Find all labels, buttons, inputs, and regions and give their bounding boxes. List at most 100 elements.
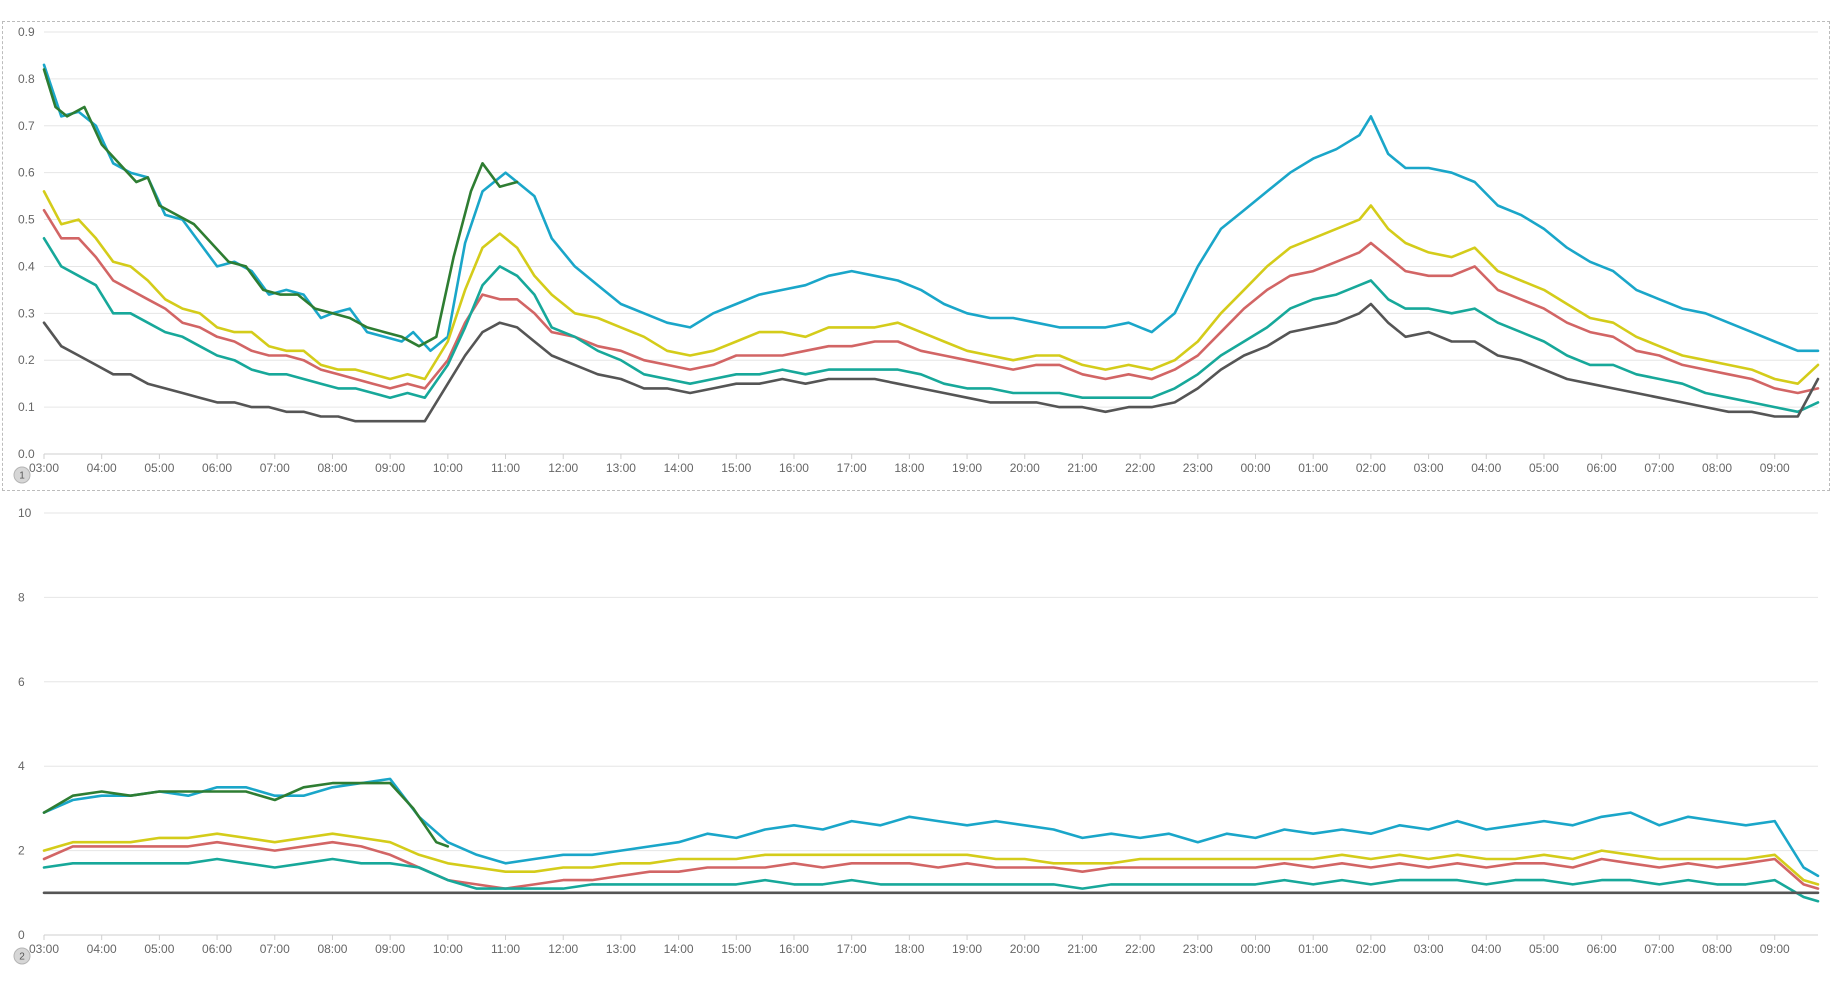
y-tick-label: 0.3 bbox=[18, 306, 35, 320]
x-tick-label: 07:00 bbox=[1644, 942, 1674, 956]
x-tick-label: 22:00 bbox=[1125, 942, 1155, 956]
x-tick-label: 23:00 bbox=[1183, 942, 1213, 956]
x-tick-label: 20:00 bbox=[1010, 461, 1040, 475]
x-tick-label: 00:00 bbox=[1240, 942, 1270, 956]
x-tick-label: 11:00 bbox=[491, 461, 520, 475]
x-tick-label: 08:00 bbox=[1702, 461, 1732, 475]
x-tick-label: 23:00 bbox=[1183, 461, 1213, 475]
x-tick-label: 16:00 bbox=[779, 942, 809, 956]
panel-badge: 2 bbox=[13, 947, 31, 965]
x-tick-label: 21:00 bbox=[1067, 461, 1097, 475]
x-tick-label: 06:00 bbox=[202, 461, 232, 475]
series-line-3 bbox=[42, 208, 1820, 395]
panel-badge: 1 bbox=[13, 466, 31, 484]
x-tick-label: 04:00 bbox=[1471, 461, 1501, 475]
x-tick-label: 07:00 bbox=[1644, 461, 1674, 475]
y-tick-label: 0.8 bbox=[18, 72, 35, 86]
x-tick-label: 10:00 bbox=[433, 942, 463, 956]
x-tick-label: 05:00 bbox=[144, 461, 174, 475]
y-tick-label: 0.6 bbox=[18, 166, 35, 180]
y-tick-label: 8 bbox=[18, 590, 25, 604]
x-tick-label: 19:00 bbox=[952, 461, 982, 475]
x-tick-label: 22:00 bbox=[1125, 461, 1155, 475]
panel-badge-label: 1 bbox=[19, 471, 25, 482]
x-tick-label: 08:00 bbox=[317, 942, 347, 956]
panel-badge-label: 2 bbox=[19, 952, 25, 963]
x-tick-label: 12:00 bbox=[548, 461, 578, 475]
y-tick-label: 0.4 bbox=[18, 259, 35, 273]
chart-panel-2: 0 2 4 6 8 10 03:00 04:00 05:00 06:00 07:00 08:00 09:… bbox=[13, 506, 1820, 965]
x-tick-label: 06:00 bbox=[202, 942, 232, 956]
y-tick-label: 0 bbox=[18, 928, 25, 942]
x-tick-label: 04:00 bbox=[87, 461, 117, 475]
x-tick-label: 14:00 bbox=[664, 461, 694, 475]
series-line-4 bbox=[42, 237, 1820, 414]
series-line-4 bbox=[42, 857, 1820, 903]
x-tick-label: 06:00 bbox=[1587, 942, 1617, 956]
x-tick-label: 01:00 bbox=[1298, 461, 1328, 475]
x-tick-label: 05:00 bbox=[144, 942, 174, 956]
series-line-2 bbox=[42, 190, 1820, 386]
series-line-6 bbox=[42, 781, 450, 848]
x-tick-label: 08:00 bbox=[1702, 942, 1732, 956]
x-tick-label: 14:00 bbox=[664, 942, 694, 956]
x-tick-label: 04:00 bbox=[87, 942, 117, 956]
y-tick-label: 0.0 bbox=[18, 447, 35, 461]
x-tick-label: 00:00 bbox=[1240, 461, 1270, 475]
x-tick-label: 02:00 bbox=[1356, 942, 1386, 956]
series-line-6 bbox=[42, 68, 519, 348]
x-tick-label: 15:00 bbox=[721, 942, 751, 956]
x-tick-label: 07:00 bbox=[260, 942, 290, 956]
y-tick-label: 6 bbox=[18, 675, 25, 689]
series-line-3 bbox=[42, 840, 1820, 890]
y-tick-label: 0.5 bbox=[18, 213, 35, 227]
x-tick-label: 17:00 bbox=[837, 461, 867, 475]
x-tick-label: 05:00 bbox=[1529, 942, 1559, 956]
x-tick-label: 03:00 bbox=[1414, 461, 1444, 475]
y-tick-label: 10 bbox=[18, 506, 32, 520]
x-tick-label: 07:00 bbox=[260, 461, 290, 475]
y-tick-label: 0.2 bbox=[18, 353, 35, 367]
x-tick-label: 12:00 bbox=[548, 942, 578, 956]
y-tick-label: 0.7 bbox=[18, 119, 35, 133]
x-tick-label: 09:00 bbox=[1760, 942, 1790, 956]
x-tick-label: 13:00 bbox=[606, 461, 636, 475]
series-line-1 bbox=[42, 777, 1820, 878]
x-tick-label: 01:00 bbox=[1298, 942, 1328, 956]
y-tick-label: 2 bbox=[18, 844, 25, 858]
x-tick-label: 02:00 bbox=[1356, 461, 1386, 475]
x-tick-label: 10:00 bbox=[433, 461, 463, 475]
x-tick-label: 06:00 bbox=[1587, 461, 1617, 475]
x-tick-label: 04:00 bbox=[1471, 942, 1501, 956]
x-tick-label: 18:00 bbox=[894, 942, 924, 956]
x-tick-label: 08:00 bbox=[317, 461, 347, 475]
y-tick-label: 0.1 bbox=[18, 400, 35, 414]
x-tick-label: 17:00 bbox=[837, 942, 867, 956]
x-tick-label: 21:00 bbox=[1067, 942, 1097, 956]
y-tick-label: 4 bbox=[18, 759, 25, 773]
x-tick-label: 05:00 bbox=[1529, 461, 1559, 475]
x-tick-label: 19:00 bbox=[952, 942, 982, 956]
x-tick-label: 18:00 bbox=[894, 461, 924, 475]
x-tick-label: 03:00 bbox=[1414, 942, 1444, 956]
chart-panel-1: 0.0 0.1 0.2 0.3 0.4 0.5 0.6 0.7 0.8 0.9 03:00 04:00… bbox=[13, 25, 1820, 484]
x-tick-label: 03:00 bbox=[29, 461, 59, 475]
x-tick-label: 20:00 bbox=[1010, 942, 1040, 956]
panel-badge-circle bbox=[13, 466, 31, 484]
x-tick-label: 16:00 bbox=[779, 461, 809, 475]
x-tick-label: 09:00 bbox=[375, 942, 405, 956]
x-tick-label: 13:00 bbox=[606, 942, 636, 956]
series-line-1 bbox=[42, 63, 1820, 353]
x-tick-label: 11:00 bbox=[491, 942, 520, 956]
y-tick-label: 0.9 bbox=[18, 25, 35, 39]
selected-panel-outline bbox=[2, 21, 1830, 491]
x-tick-label: 09:00 bbox=[375, 461, 405, 475]
panel-badge-circle bbox=[13, 947, 31, 965]
x-tick-label: 15:00 bbox=[721, 461, 751, 475]
x-tick-label: 03:00 bbox=[29, 942, 59, 956]
series-line-5 bbox=[42, 302, 1820, 423]
x-tick-label: 09:00 bbox=[1760, 461, 1790, 475]
series-line-2 bbox=[42, 832, 1820, 886]
